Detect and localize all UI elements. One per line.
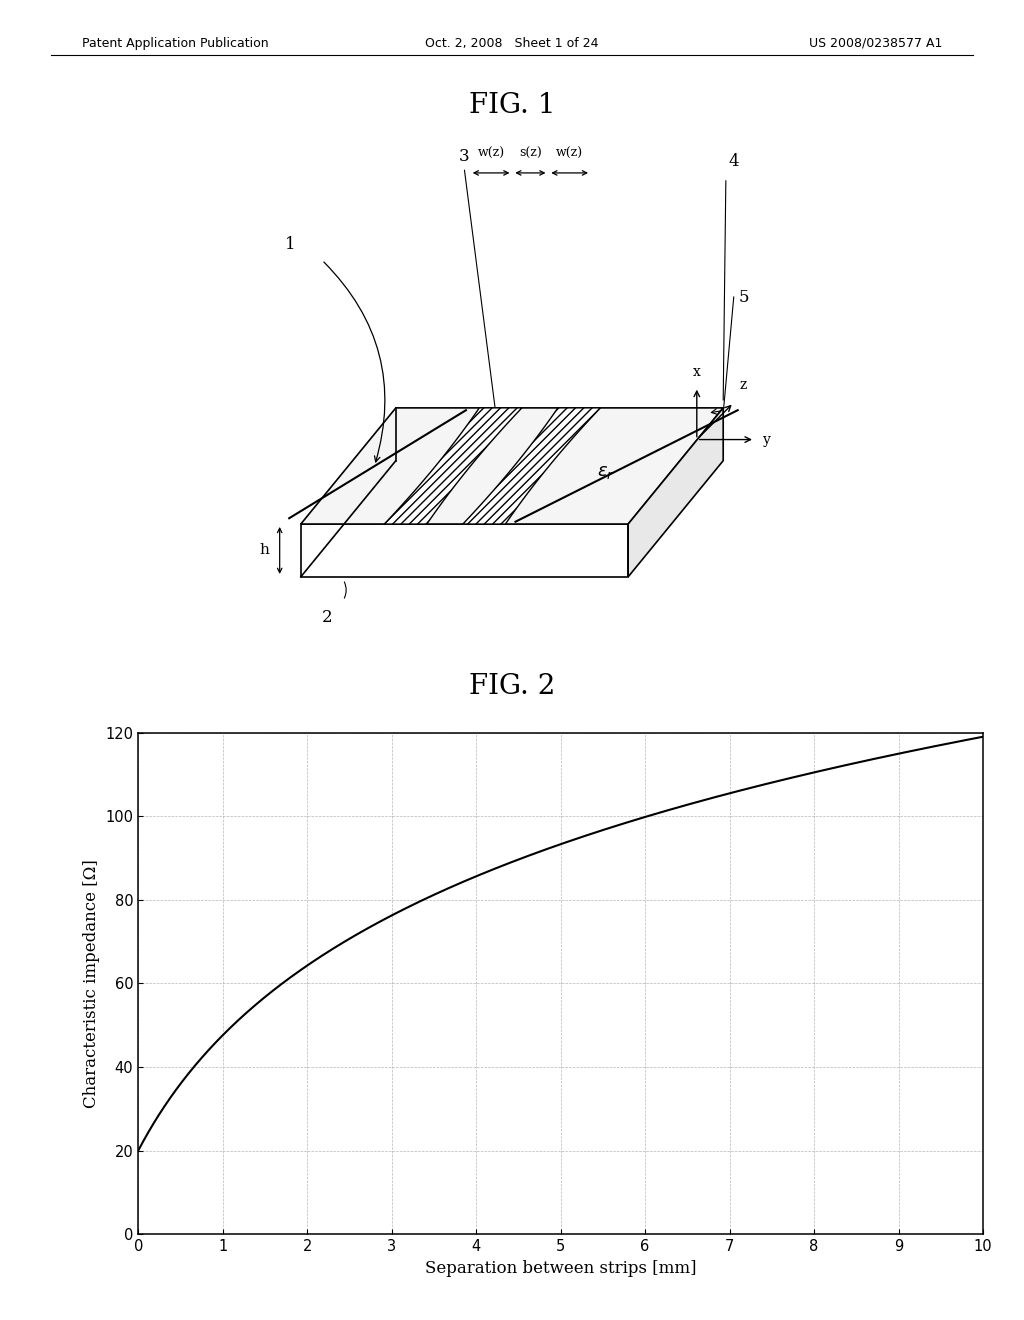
Text: US 2008/0238577 A1: US 2008/0238577 A1 [809,37,942,50]
Text: 4: 4 [728,153,739,170]
Polygon shape [463,408,600,524]
Polygon shape [628,408,723,577]
Text: 1: 1 [285,236,296,252]
Text: h: h [259,544,269,557]
Text: 3: 3 [459,148,470,165]
Text: 2: 2 [322,609,333,626]
Polygon shape [301,408,723,524]
Text: x: x [693,364,700,379]
Text: s(z): s(z) [519,147,542,160]
Text: Patent Application Publication: Patent Application Publication [82,37,268,50]
Text: 5: 5 [739,289,750,305]
X-axis label: Separation between strips [mm]: Separation between strips [mm] [425,1259,696,1276]
Y-axis label: Characteristic impedance [Ω]: Characteristic impedance [Ω] [83,859,99,1107]
Polygon shape [384,408,522,524]
Text: w(z): w(z) [477,147,505,160]
Text: Oct. 2, 2008   Sheet 1 of 24: Oct. 2, 2008 Sheet 1 of 24 [425,37,599,50]
Text: y: y [763,433,771,446]
Text: $\varepsilon_{r}$: $\varepsilon_{r}$ [597,463,614,480]
Text: w(z): w(z) [556,147,584,160]
Polygon shape [301,524,628,577]
Text: FIG. 2: FIG. 2 [469,673,555,700]
Text: z: z [739,378,746,392]
Text: FIG. 1: FIG. 1 [469,92,555,119]
